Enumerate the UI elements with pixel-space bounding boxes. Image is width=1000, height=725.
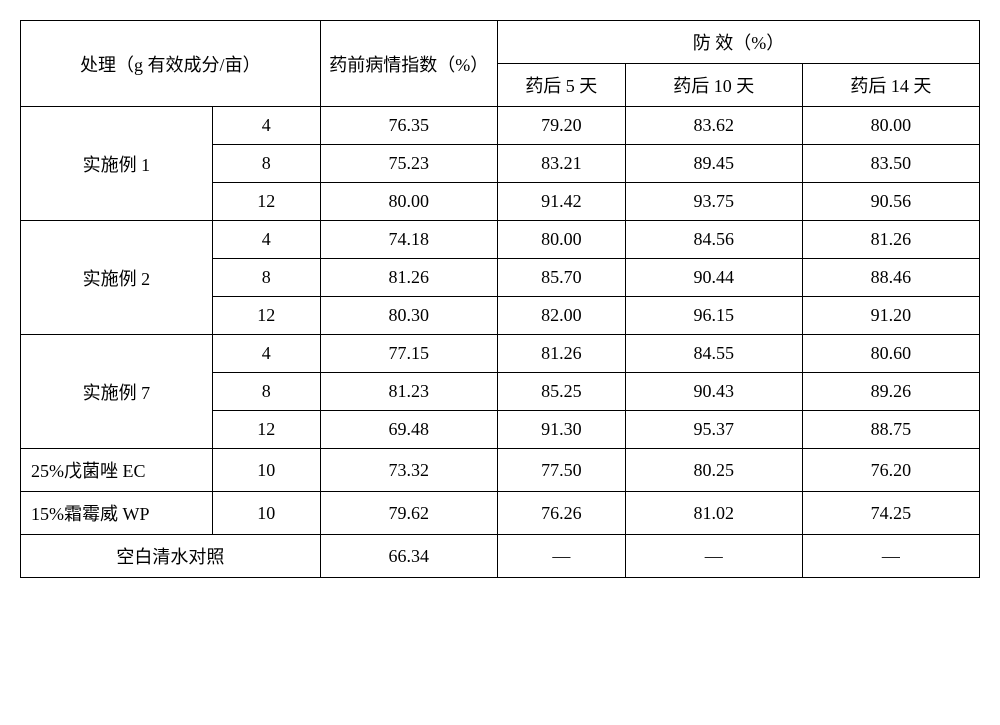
- pre-cell: 81.23: [320, 373, 497, 411]
- dose-cell: 12: [212, 411, 320, 449]
- table-row: 实施例 1 4 76.35 79.20 83.62 80.00: [21, 107, 980, 145]
- d10-cell: 96.15: [625, 297, 802, 335]
- single-label: 25%戊菌唑 EC: [21, 449, 213, 492]
- d5-cell: 80.00: [497, 221, 625, 259]
- d14-cell: 88.75: [802, 411, 979, 449]
- d10-cell: 83.62: [625, 107, 802, 145]
- d14-cell: 83.50: [802, 145, 979, 183]
- table-row: 空白清水对照 66.34 — — —: [21, 535, 980, 578]
- pre-cell: 69.48: [320, 411, 497, 449]
- header-treatment: 处理（g 有效成分/亩）: [21, 21, 321, 107]
- pre-cell: 66.34: [320, 535, 497, 578]
- d14-cell: —: [802, 535, 979, 578]
- d10-cell: 95.37: [625, 411, 802, 449]
- table-row: 实施例 7 4 77.15 81.26 84.55 80.60: [21, 335, 980, 373]
- d5-cell: —: [497, 535, 625, 578]
- d14-cell: 90.56: [802, 183, 979, 221]
- d14-cell: 89.26: [802, 373, 979, 411]
- dose-cell: 8: [212, 259, 320, 297]
- d5-cell: 85.70: [497, 259, 625, 297]
- d5-cell: 91.42: [497, 183, 625, 221]
- group-label: 实施例 7: [21, 335, 213, 449]
- dose-cell: 4: [212, 221, 320, 259]
- efficacy-table: 处理（g 有效成分/亩） 药前病情指数（%） 防 效（%） 药后 5 天 药后 …: [20, 20, 980, 578]
- d10-cell: 89.45: [625, 145, 802, 183]
- table-row: 15%霜霉威 WP 10 79.62 76.26 81.02 74.25: [21, 492, 980, 535]
- dose-cell: 4: [212, 107, 320, 145]
- d5-cell: 83.21: [497, 145, 625, 183]
- group-label: 实施例 2: [21, 221, 213, 335]
- d14-cell: 80.00: [802, 107, 979, 145]
- d5-cell: 91.30: [497, 411, 625, 449]
- header-pre-index: 药前病情指数（%）: [320, 21, 497, 107]
- d5-cell: 85.25: [497, 373, 625, 411]
- pre-cell: 79.62: [320, 492, 497, 535]
- d10-cell: 90.43: [625, 373, 802, 411]
- header-efficacy-group: 防 效（%）: [497, 21, 979, 64]
- pre-cell: 80.00: [320, 183, 497, 221]
- table-row: 实施例 2 4 74.18 80.00 84.56 81.26: [21, 221, 980, 259]
- pre-cell: 74.18: [320, 221, 497, 259]
- d5-cell: 79.20: [497, 107, 625, 145]
- dose-cell: 8: [212, 145, 320, 183]
- dose-cell: 12: [212, 183, 320, 221]
- d5-cell: 81.26: [497, 335, 625, 373]
- d10-cell: 84.56: [625, 221, 802, 259]
- d10-cell: 93.75: [625, 183, 802, 221]
- d10-cell: 84.55: [625, 335, 802, 373]
- dose-cell: 10: [212, 449, 320, 492]
- header-day14: 药后 14 天: [802, 64, 979, 107]
- d10-cell: —: [625, 535, 802, 578]
- single-label: 15%霜霉威 WP: [21, 492, 213, 535]
- pre-cell: 75.23: [320, 145, 497, 183]
- d5-cell: 82.00: [497, 297, 625, 335]
- d5-cell: 77.50: [497, 449, 625, 492]
- dose-cell: 8: [212, 373, 320, 411]
- dose-cell: 10: [212, 492, 320, 535]
- group-label: 实施例 1: [21, 107, 213, 221]
- pre-cell: 80.30: [320, 297, 497, 335]
- d14-cell: 81.26: [802, 221, 979, 259]
- d14-cell: 88.46: [802, 259, 979, 297]
- header-day5: 药后 5 天: [497, 64, 625, 107]
- pre-cell: 73.32: [320, 449, 497, 492]
- dose-cell: 4: [212, 335, 320, 373]
- d14-cell: 91.20: [802, 297, 979, 335]
- pre-cell: 81.26: [320, 259, 497, 297]
- d14-cell: 76.20: [802, 449, 979, 492]
- dose-cell: 12: [212, 297, 320, 335]
- d10-cell: 81.02: [625, 492, 802, 535]
- d14-cell: 80.60: [802, 335, 979, 373]
- blank-label: 空白清水对照: [21, 535, 321, 578]
- d5-cell: 76.26: [497, 492, 625, 535]
- d10-cell: 90.44: [625, 259, 802, 297]
- pre-cell: 77.15: [320, 335, 497, 373]
- d10-cell: 80.25: [625, 449, 802, 492]
- header-day10: 药后 10 天: [625, 64, 802, 107]
- d14-cell: 74.25: [802, 492, 979, 535]
- table-row: 25%戊菌唑 EC 10 73.32 77.50 80.25 76.20: [21, 449, 980, 492]
- pre-cell: 76.35: [320, 107, 497, 145]
